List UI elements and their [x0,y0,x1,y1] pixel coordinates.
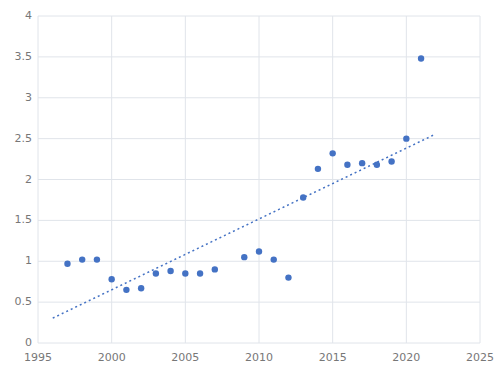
y-tick-label: 3.5 [15,50,33,63]
x-grid-line [185,16,186,343]
scatter-point [315,166,321,172]
x-tick-label: 2005 [171,351,199,364]
scatter-point [212,266,218,272]
scatter-point [138,285,144,291]
y-tick-label: 1.5 [15,213,33,226]
scatter-point [285,274,291,280]
scatter-point [241,254,247,260]
y-tick-label: 1 [25,254,32,267]
chart: 0 0.5 1 1.5 2 2.5 3 3.5 4 1995 2000 2005 2010 2015 202… [0,0,500,373]
scatter-point [197,270,203,276]
x-tick-label: 2010 [245,351,273,364]
trendline [53,134,436,318]
x-tick-label: 2025 [466,351,494,364]
axes: 0 0.5 1 1.5 2 2.5 3 3.5 4 1995 2000 2005 2010 2015 202… [15,9,495,364]
x-tick-label: 2000 [98,351,126,364]
x-grid-line [332,16,333,343]
x-grid-line [480,16,481,343]
scatter-point [123,287,129,293]
grid [38,16,480,343]
scatter-point [182,270,188,276]
y-tick-label: 0 [25,336,32,349]
y-tick-label: 2 [25,173,32,186]
scatter-point [403,135,409,141]
x-tick-label: 1995 [24,351,52,364]
scatter-point [256,248,262,254]
scatter-point [388,158,394,164]
scatter-point [329,150,335,156]
scatter-point [344,162,350,168]
page: {"chart_data": {"type": "scatter", "seri… [0,0,500,373]
scatter-point [300,194,306,200]
scatter-point [108,276,114,282]
scatter-point [153,270,159,276]
x-tick-label: 2015 [319,351,347,364]
x-grid-line [406,16,407,343]
scatter-point [359,160,365,166]
scatter-point [374,162,380,168]
x-grid-line [38,16,39,343]
chart-container: 0 0.5 1 1.5 2 2.5 3 3.5 4 1995 2000 2005 2010 2015 202… [0,0,500,373]
scatter-point [271,256,277,262]
y-tick-label: 0.5 [15,295,33,308]
y-tick-label: 4 [25,9,32,22]
scatter-point [79,256,85,262]
scatter-point [167,268,173,274]
scatter-point [64,261,70,267]
scatter-point [94,256,100,262]
x-tick-label: 2020 [392,351,420,364]
plot-data [53,55,436,318]
scatter-point [418,55,424,61]
x-grid-line [111,16,112,343]
y-tick-label: 2.5 [15,132,33,145]
x-grid-line [259,16,260,343]
y-tick-label: 3 [25,91,32,104]
